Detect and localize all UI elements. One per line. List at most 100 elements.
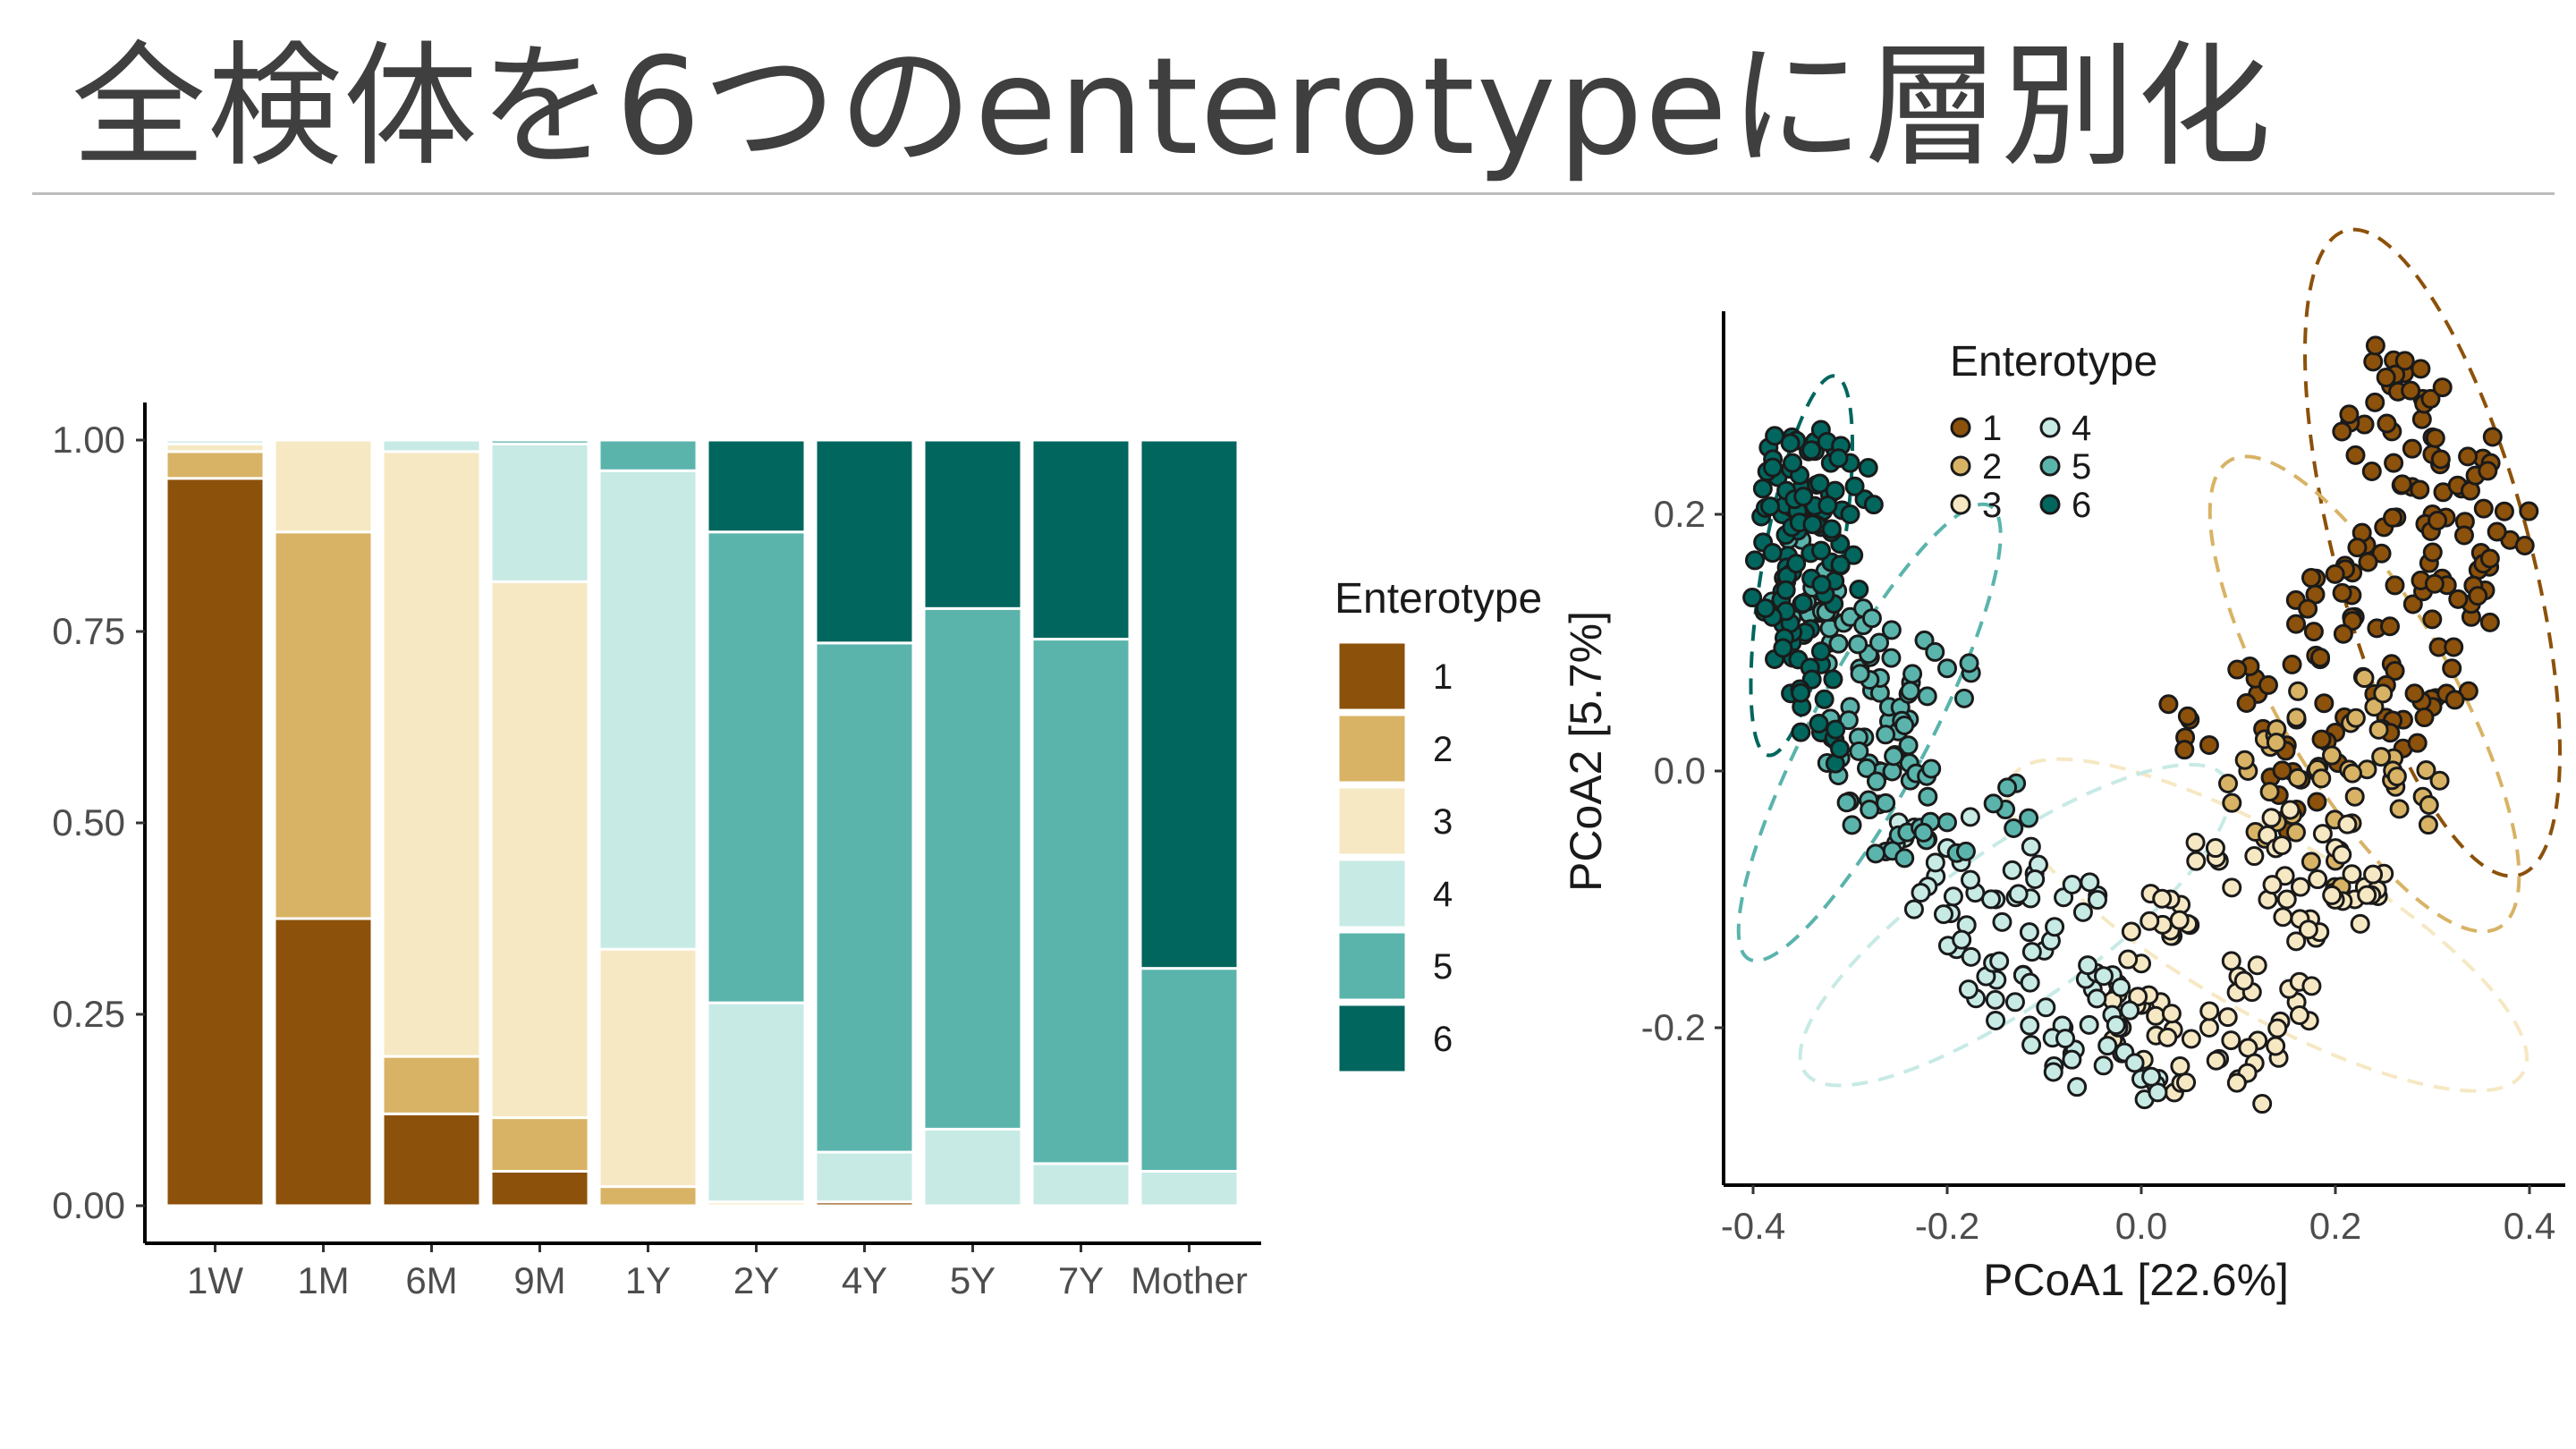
bar-9M-enterotype-2 bbox=[489, 1116, 590, 1173]
point-enterotype-1 bbox=[2458, 446, 2479, 467]
point-enterotype-3 bbox=[2161, 1004, 2182, 1024]
point-enterotype-3 bbox=[2363, 864, 2384, 885]
y-tick-label: 0.25 bbox=[52, 993, 125, 1035]
point-enterotype-4 bbox=[1985, 989, 2005, 1010]
point-enterotype-1 bbox=[2227, 659, 2248, 680]
x-tick-label: 0.2 bbox=[2309, 1205, 2361, 1247]
y-tick-label: 1.00 bbox=[52, 419, 125, 461]
point-enterotype-5 bbox=[1997, 777, 2018, 798]
point-enterotype-5 bbox=[1881, 648, 1902, 668]
point-enterotype-6 bbox=[1844, 476, 1865, 496]
point-enterotype-5 bbox=[1894, 715, 1915, 735]
point-enterotype-6 bbox=[1780, 433, 1801, 453]
point-enterotype-2 bbox=[2218, 773, 2239, 793]
point-enterotype-2 bbox=[2321, 745, 2342, 766]
point-enterotype-6 bbox=[1840, 504, 1860, 524]
point-enterotype-3 bbox=[2221, 951, 2241, 971]
point-enterotype-4 bbox=[1961, 946, 1981, 967]
point-enterotype-2 bbox=[2368, 719, 2389, 740]
point-enterotype-1 bbox=[2158, 694, 2179, 715]
point-enterotype-5 bbox=[1937, 812, 1957, 833]
point-enterotype-2 bbox=[2287, 767, 2308, 788]
bar-9M-enterotype-3 bbox=[489, 580, 590, 1120]
point-enterotype-6 bbox=[1755, 597, 1775, 618]
point-enterotype-4 bbox=[2004, 992, 2025, 1013]
point-enterotype-2 bbox=[2286, 708, 2307, 728]
point-enterotype-6 bbox=[1849, 580, 1869, 600]
point-enterotype-2 bbox=[2301, 852, 2321, 872]
point-enterotype-3 bbox=[2169, 910, 2190, 930]
point-enterotype-3 bbox=[2157, 1027, 2178, 1047]
point-enterotype-2 bbox=[2288, 681, 2309, 701]
point-enterotype-6 bbox=[1775, 580, 1796, 600]
point-enterotype-6 bbox=[1802, 514, 1823, 535]
point-enterotype-4 bbox=[1933, 904, 1953, 925]
point-enterotype-6 bbox=[1744, 550, 1765, 571]
point-enterotype-1 bbox=[2424, 573, 2445, 594]
point-enterotype-1 bbox=[2365, 335, 2385, 356]
point-enterotype-1 bbox=[2303, 622, 2324, 642]
legend-key-6 bbox=[1336, 1003, 1408, 1074]
point-enterotype-5 bbox=[1876, 792, 1896, 813]
x-tick-label: 7Y bbox=[1058, 1259, 1104, 1301]
point-enterotype-4 bbox=[2141, 1066, 2162, 1087]
point-enterotype-4 bbox=[1981, 889, 2002, 910]
point-enterotype-3 bbox=[2286, 931, 2307, 952]
point-enterotype-1 bbox=[2363, 352, 2384, 372]
point-enterotype-1 bbox=[2410, 479, 2430, 500]
point-enterotype-6 bbox=[1791, 722, 1811, 742]
legend-label: 5 bbox=[2072, 447, 2091, 487]
bar-1W-enterotype-2 bbox=[165, 450, 266, 480]
bar-1Y-enterotype-3 bbox=[597, 947, 699, 1189]
point-enterotype-4 bbox=[1911, 883, 1931, 903]
point-enterotype-6 bbox=[1821, 519, 1842, 539]
point-enterotype-3 bbox=[2272, 835, 2292, 856]
point-enterotype-6 bbox=[1765, 426, 1785, 446]
legend-key-1 bbox=[1950, 417, 1971, 438]
stacked-bar-chart: 1W 1M 6M 9M 1Y 2Y 4Y 5Y 7Y Mother 0.00 0.25 0.50 0.75… bbox=[52, 402, 1542, 1301]
point-enterotype-4 bbox=[2036, 997, 2056, 1018]
point-enterotype-1 bbox=[2404, 683, 2425, 704]
point-enterotype-2 bbox=[2354, 668, 2375, 689]
point-enterotype-2 bbox=[2259, 782, 2280, 802]
point-enterotype-1 bbox=[2414, 708, 2435, 728]
point-enterotype-2 bbox=[2429, 770, 2450, 791]
point-enterotype-3 bbox=[2289, 1004, 2309, 1025]
point-enterotype-2 bbox=[2416, 760, 2436, 781]
point-enterotype-6 bbox=[1762, 543, 1783, 564]
point-enterotype-4 bbox=[2025, 869, 2046, 890]
point-enterotype-4 bbox=[1986, 1010, 2006, 1030]
point-enterotype-1 bbox=[2377, 413, 2397, 434]
legend-key-4 bbox=[2039, 417, 2061, 438]
y-tick-label: -0.2 bbox=[1641, 1006, 1706, 1048]
legend-key-5 bbox=[2039, 455, 2061, 477]
point-enterotype-1 bbox=[2332, 582, 2352, 603]
bar-1M-enterotype-1 bbox=[273, 917, 374, 1208]
point-enterotype-4 bbox=[2093, 966, 2114, 987]
point-enterotype-1 bbox=[2402, 438, 2422, 459]
title-divider bbox=[32, 192, 2555, 195]
point-enterotype-5 bbox=[2019, 808, 2039, 828]
bar-2Y-enterotype-5 bbox=[706, 530, 807, 1004]
point-enterotype-2 bbox=[2364, 697, 2385, 717]
point-enterotype-1 bbox=[2311, 729, 2332, 750]
bar-Mother-enterotype-4 bbox=[1139, 1169, 1240, 1208]
bar-1M-enterotype-3 bbox=[273, 438, 374, 534]
point-enterotype-5 bbox=[1842, 815, 1862, 835]
point-enterotype-5 bbox=[1955, 841, 1976, 861]
point-enterotype-5 bbox=[1848, 634, 1868, 655]
point-enterotype-1 bbox=[2468, 586, 2488, 606]
point-enterotype-4 bbox=[2067, 1077, 2088, 1097]
legend-label: 3 bbox=[1433, 802, 1453, 842]
point-enterotype-5 bbox=[1918, 786, 1938, 807]
point-enterotype-4 bbox=[2008, 884, 2029, 904]
point-enterotype-1 bbox=[2236, 692, 2257, 713]
point-enterotype-1 bbox=[2272, 760, 2292, 781]
point-enterotype-6 bbox=[1792, 593, 1813, 614]
legend-key-2 bbox=[1950, 455, 1971, 477]
y-tick-label: 0.2 bbox=[1654, 493, 1706, 535]
point-enterotype-1 bbox=[2479, 548, 2500, 569]
point-enterotype-3 bbox=[2322, 885, 2343, 905]
point-enterotype-5 bbox=[1913, 822, 1934, 843]
point-enterotype-4 bbox=[2019, 922, 2039, 943]
